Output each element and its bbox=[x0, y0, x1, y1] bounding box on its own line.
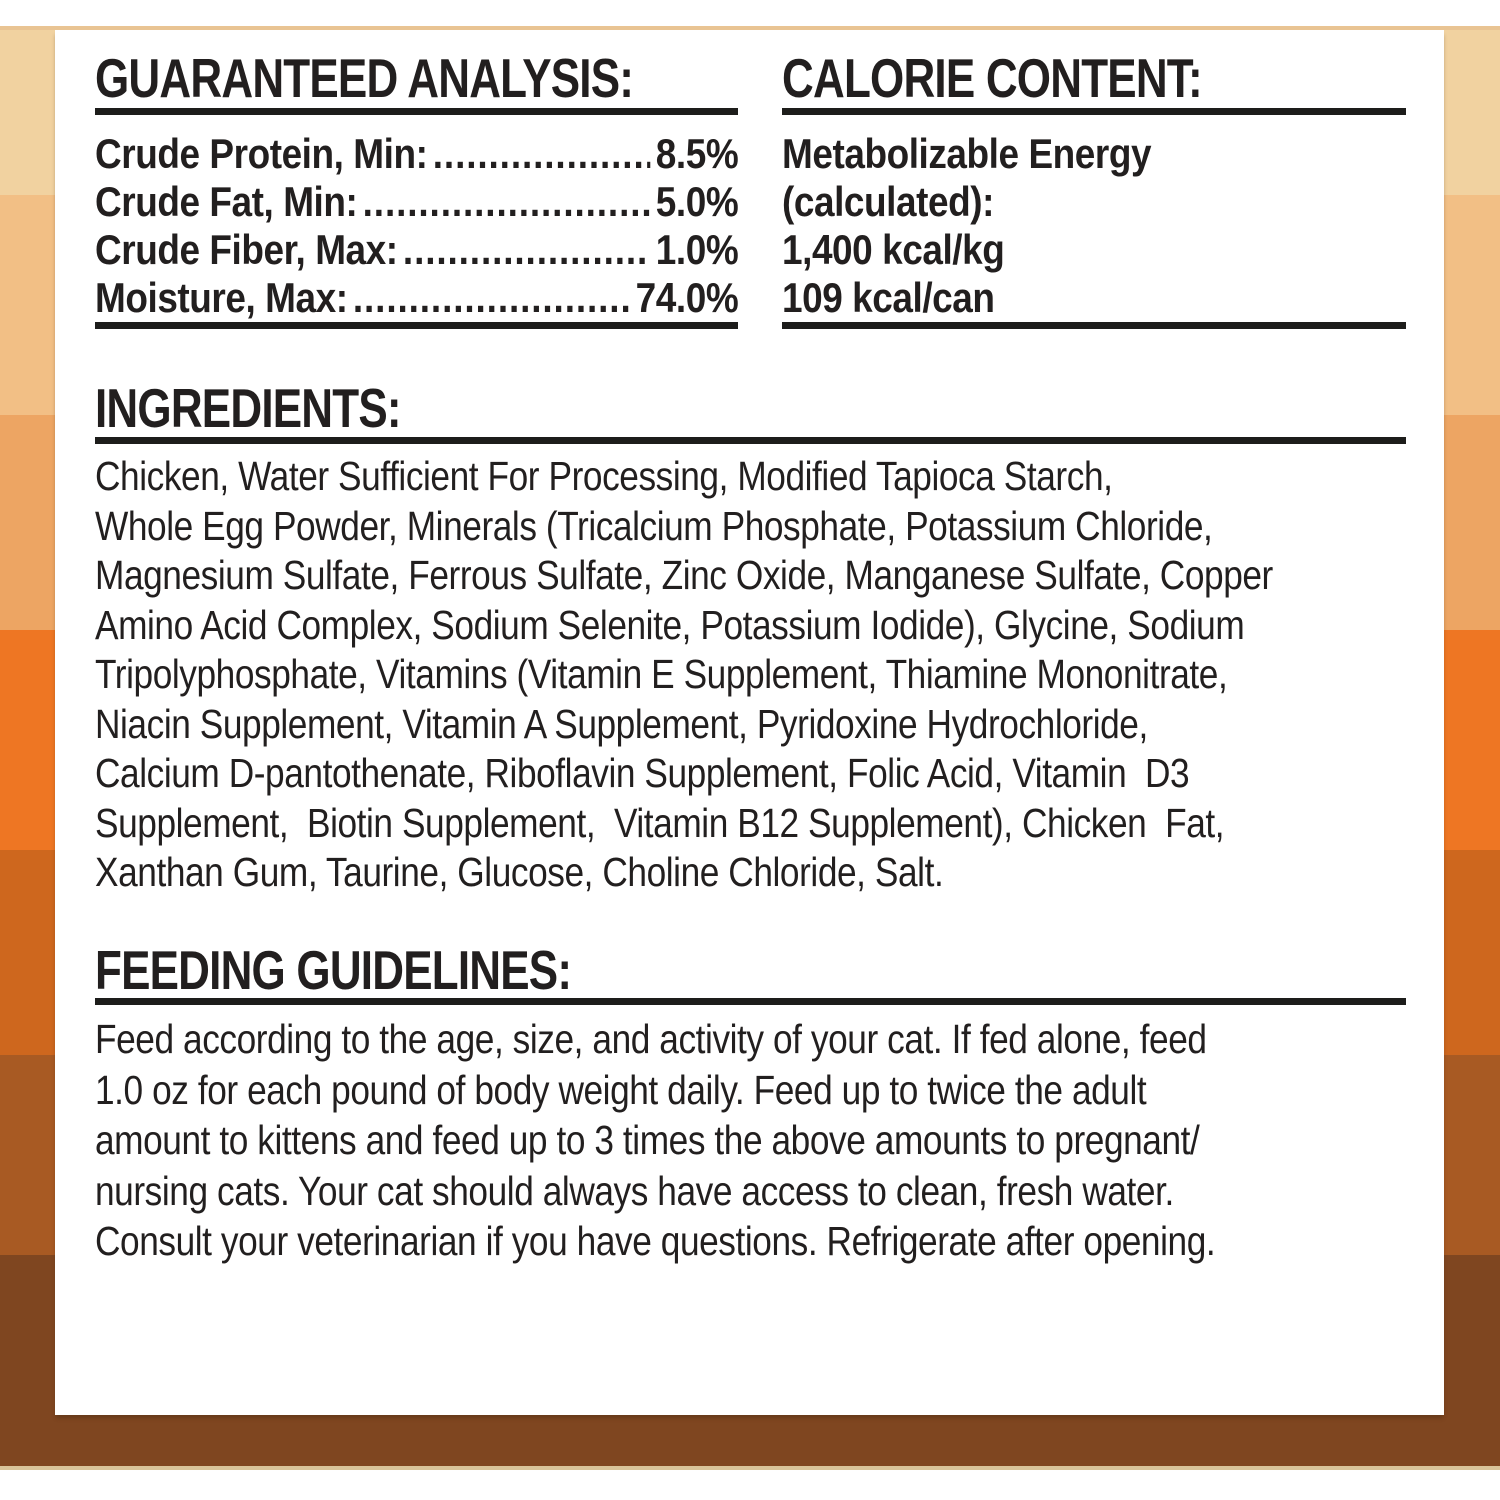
text-line: Niacin Supplement, Vitamin A Supplement,… bbox=[95, 700, 1148, 747]
text-line: Chicken, Water Sufficient For Processing… bbox=[95, 453, 1113, 499]
text-line: 1,400 kcal/kg bbox=[782, 226, 1005, 273]
ingredients-title-rule bbox=[95, 437, 1406, 444]
analysis-row-leader-dots: ........................................… bbox=[352, 274, 631, 321]
text-line: Feed according to the age, size, and act… bbox=[95, 1016, 1207, 1062]
frame-top-edge bbox=[0, 26, 1500, 30]
analysis-row: Crude Protein, Min:.....................… bbox=[95, 130, 739, 178]
analysis-row-leader-dots: .................................... bbox=[432, 130, 651, 177]
analysis-row-leader-dots: ........................................… bbox=[362, 178, 651, 225]
analysis-row: Crude Fat, Min:.........................… bbox=[95, 178, 739, 226]
guaranteed-analysis-bottom-rule bbox=[95, 322, 738, 329]
text-line: Magnesium Sulfate, Ferrous Sulfate, Zinc… bbox=[95, 552, 1273, 598]
text-line: 1.0 oz for each pound of body weight dai… bbox=[95, 1066, 1147, 1113]
guaranteed-analysis-table: Crude Protein, Min:.....................… bbox=[95, 130, 739, 322]
text-line: 109 kcal/can bbox=[782, 274, 995, 321]
text-line: Calcium D-pantothenate, Riboflavin Suppl… bbox=[95, 750, 1190, 796]
text-line: Xanthan Gum, Taurine, Glucose, Choline C… bbox=[95, 849, 944, 895]
text-line: Tripolyphosphate, Vitamins (Vitamin E Su… bbox=[95, 651, 1228, 697]
text-line: Whole Egg Powder, Minerals (Tricalcium P… bbox=[95, 502, 1213, 549]
calorie-content-bottom-rule bbox=[782, 322, 1406, 329]
analysis-row-value: 1.0% bbox=[655, 226, 739, 273]
analysis-row-value: 8.5% bbox=[655, 130, 739, 177]
ingredients-text: Chicken, Water Sufficient For Processing… bbox=[95, 452, 1273, 898]
text-line: Metabolizable Energy bbox=[782, 130, 1152, 177]
text-line: amount to kittens and feed up to 3 times… bbox=[95, 1117, 1200, 1163]
analysis-row-label: Crude Fiber, Max: bbox=[95, 226, 398, 273]
analysis-row-value: 74.0% bbox=[635, 274, 739, 321]
ingredients-title: INGREDIENTS: bbox=[95, 377, 402, 439]
calorie-content-title-rule bbox=[782, 108, 1406, 115]
frame-bottom-edge bbox=[0, 1466, 1500, 1470]
analysis-row: Crude Fiber, Max:.......................… bbox=[95, 226, 739, 274]
label-panel bbox=[55, 30, 1444, 1415]
guaranteed-analysis-title-rule bbox=[95, 108, 738, 115]
feeding-guidelines-title: FEEDING GUIDELINES: bbox=[95, 939, 572, 1001]
guaranteed-analysis-title: GUARANTEED ANALYSIS: bbox=[95, 47, 634, 109]
text-line: Amino Acid Complex, Sodium Selenite, Pot… bbox=[95, 601, 1245, 648]
calorie-content-title: CALORIE CONTENT: bbox=[782, 47, 1203, 109]
text-line: Consult your veterinarian if you have qu… bbox=[95, 1218, 1216, 1264]
feeding-guidelines-title-rule bbox=[95, 998, 1406, 1005]
calorie-content-text: Metabolizable Energy (calculated): 1,400 k… bbox=[782, 130, 1152, 322]
feeding-guidelines-text: Feed according to the age, size, and act… bbox=[95, 1014, 1216, 1267]
analysis-row-value: 5.0% bbox=[655, 178, 739, 225]
analysis-row-leader-dots: ........................................… bbox=[402, 226, 651, 273]
analysis-row-label: Crude Fat, Min: bbox=[95, 178, 358, 225]
analysis-row-label: Crude Protein, Min: bbox=[95, 130, 428, 177]
text-line: nursing cats. Your cat should always hav… bbox=[95, 1167, 1174, 1214]
text-line: Supplement, Biotin Supplement, Vitamin B… bbox=[95, 799, 1225, 846]
analysis-row: Moisture, Max:..........................… bbox=[95, 274, 739, 322]
analysis-row-label: Moisture, Max: bbox=[95, 274, 348, 321]
text-line: (calculated): bbox=[782, 178, 994, 225]
